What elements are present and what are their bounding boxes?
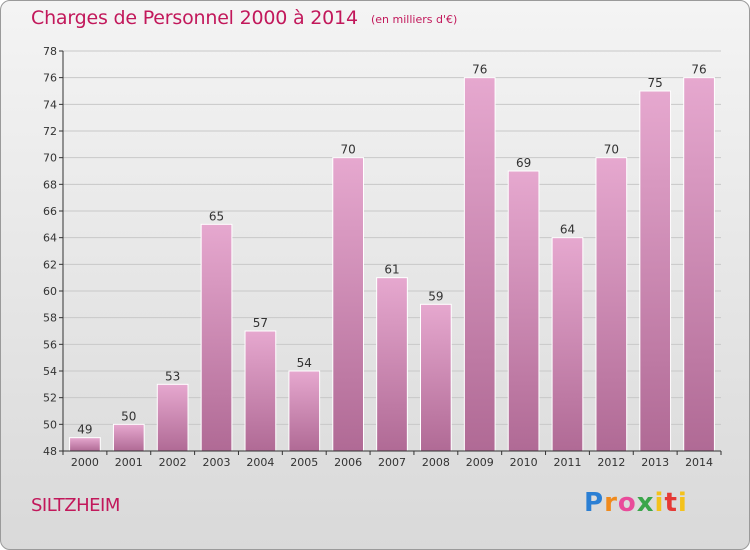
x-tick-label: 2010 [510,456,538,469]
x-tick-label: 2004 [246,456,274,469]
data-label-2006: 70 [340,143,355,157]
y-tick-label: 76 [43,72,57,85]
data-label-2001: 50 [121,409,136,423]
x-tick-label: 2008 [422,456,450,469]
y-tick-label: 60 [43,285,57,298]
x-tick-label: 2007 [378,456,406,469]
x-tick-label: 2005 [290,456,318,469]
data-label-2000: 49 [77,423,92,437]
y-tick-label: 48 [43,445,57,458]
y-tick-label: 62 [43,258,57,271]
commune-name: SILTZHEIM [31,495,120,516]
bar-2008 [420,303,452,452]
bar-2005 [288,370,321,452]
y-tick-label: 74 [43,98,57,111]
x-tick-label: 2011 [553,456,581,469]
x-tick-label: 2012 [597,456,625,469]
bars [69,77,715,452]
data-labels: 49 50 53 65 57 54 70 61 59 76 69 64 70 75 76 [77,63,706,437]
x-tick-label: 2013 [641,456,669,469]
data-label-2008: 59 [428,289,443,303]
bar-2013 [639,90,672,452]
bar-2001 [112,423,145,452]
y-tick-label: 78 [43,45,57,58]
bar-2006 [332,157,364,452]
chart-subtitle: (en milliers d'€) [371,13,458,26]
bar-2004 [244,330,277,452]
y-tick-label: 66 [43,205,57,218]
axes: 48 50 52 54 56 58 60 62 64 66 68 70 72 74 76 78 2000 2001… [43,45,722,469]
y-tick-label: 52 [43,392,57,405]
proxiti-logo: Proxiti [584,488,688,518]
bar-2007 [376,277,408,452]
data-label-2007: 61 [384,263,399,277]
data-label-2005: 54 [297,356,312,370]
x-tick-label: 2002 [159,456,187,469]
data-label-2013: 75 [648,76,663,90]
y-tick-label: 72 [43,125,57,138]
bar-2003 [200,223,233,452]
y-tick-label: 56 [43,338,57,351]
bar-2014 [683,77,715,452]
bar-2012 [595,157,628,452]
x-tick-label: 2001 [115,456,143,469]
x-tick-label: 2003 [203,456,231,469]
bar-2011 [551,237,584,452]
y-tick-label: 50 [43,418,57,431]
data-label-2002: 53 [165,369,180,383]
chart-title: Charges de Personnel 2000 à 2014 [31,7,358,29]
bar-2010 [507,170,540,452]
data-label-2003: 65 [209,209,224,223]
data-label-2012: 70 [604,143,619,157]
data-label-2014: 76 [691,63,706,77]
x-tick-label: 2014 [685,456,713,469]
y-tick-label: 70 [43,152,57,165]
bar-2009 [463,77,496,452]
bar-2000 [69,437,101,452]
y-tick-label: 68 [43,178,57,191]
y-tick-label: 64 [43,232,57,245]
bar-2002 [156,383,189,452]
x-tick-label: 2000 [71,456,99,469]
data-label-2010: 69 [516,156,531,170]
data-label-2011: 64 [560,223,575,237]
y-tick-label: 54 [43,365,57,378]
y-tick-label: 58 [43,312,57,325]
data-label-2009: 76 [472,63,487,77]
x-tick-label: 2009 [466,456,494,469]
data-label-2004: 57 [253,316,268,330]
x-tick-label: 2006 [334,456,362,469]
